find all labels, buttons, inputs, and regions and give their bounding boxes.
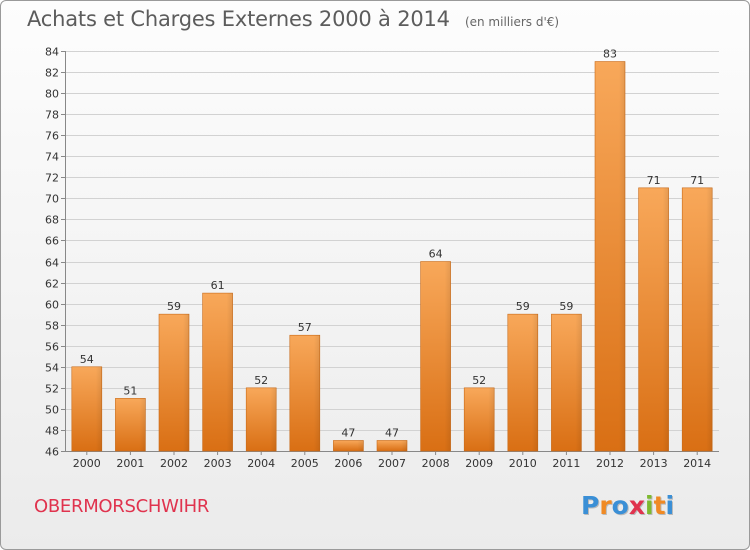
y-tick-label: 50 bbox=[45, 404, 59, 417]
y-tick-label: 54 bbox=[45, 362, 59, 375]
bar-value-label: 47 bbox=[341, 426, 355, 439]
bar-value-label: 59 bbox=[167, 300, 181, 313]
bar-shade bbox=[139, 398, 146, 451]
bar-shade bbox=[357, 440, 364, 451]
bars bbox=[71, 61, 713, 452]
bar-value-label: 47 bbox=[385, 426, 399, 439]
y-tick-label: 74 bbox=[45, 151, 59, 164]
logo-letter: x bbox=[628, 491, 645, 520]
y-tick-label: 84 bbox=[45, 46, 59, 59]
x-tick-label: 2013 bbox=[640, 457, 668, 470]
logo-letter: P bbox=[581, 491, 600, 520]
bar-shade bbox=[706, 187, 713, 451]
bar-value-label: 51 bbox=[123, 384, 137, 397]
bar-value-label: 59 bbox=[559, 300, 573, 313]
x-tick-label: 2004 bbox=[247, 457, 275, 470]
bar-shade bbox=[444, 261, 451, 451]
labels: 46 48 50 52 54 56 58 60 62 64 66 68 70 72 74 76 78 80 82 84… bbox=[45, 46, 711, 471]
y-tick-label: 62 bbox=[45, 278, 59, 291]
x-tick-label: 2002 bbox=[160, 457, 188, 470]
y-tick-label: 64 bbox=[45, 257, 59, 270]
x-tick-label: 2001 bbox=[116, 457, 144, 470]
bar-shade bbox=[619, 61, 625, 452]
x-tick-label: 2005 bbox=[291, 457, 319, 470]
y-tick-label: 52 bbox=[45, 383, 59, 396]
y-tick-label: 46 bbox=[45, 446, 59, 459]
y-tick-label: 70 bbox=[45, 193, 59, 206]
bar-value-label: 52 bbox=[254, 374, 268, 387]
y-tick-label: 68 bbox=[45, 214, 59, 227]
y-tick-label: 78 bbox=[45, 109, 59, 122]
bar-value-label: 64 bbox=[429, 248, 443, 261]
y-tick-label: 58 bbox=[45, 320, 59, 333]
bar-shade bbox=[401, 440, 407, 451]
logo-letter: o bbox=[611, 491, 629, 520]
proxiti-logo[interactable]: Proxiti bbox=[581, 491, 674, 520]
x-tick-label: 2006 bbox=[334, 457, 362, 470]
bar-shade bbox=[313, 335, 320, 451]
y-tick-label: 72 bbox=[45, 172, 59, 185]
logo-letter: i bbox=[665, 491, 675, 520]
chart-subtitle: (en milliers d'€) bbox=[464, 15, 560, 29]
x-tick-label: 2009 bbox=[465, 457, 493, 470]
y-tick-label: 60 bbox=[45, 299, 59, 312]
bar-value-label: 52 bbox=[472, 374, 486, 387]
x-tick-label: 2007 bbox=[378, 457, 406, 470]
bar-value-label: 54 bbox=[80, 353, 94, 366]
x-tick-label: 2010 bbox=[509, 457, 537, 470]
y-tick-label: 56 bbox=[45, 341, 59, 354]
y-tick-label: 66 bbox=[45, 235, 59, 248]
logo-letter: t bbox=[653, 491, 666, 520]
axes bbox=[61, 51, 719, 455]
x-tick-label: 2011 bbox=[552, 457, 580, 470]
bar-shade bbox=[95, 366, 102, 451]
x-tick-label: 2000 bbox=[73, 457, 101, 470]
bar-value-label: 61 bbox=[211, 279, 225, 292]
bar-shade bbox=[270, 387, 277, 451]
bar-shade bbox=[662, 187, 669, 451]
x-tick-label: 2012 bbox=[596, 457, 624, 470]
commune-name: OBERMORSCHWIHR bbox=[34, 496, 210, 517]
bar-shade bbox=[531, 314, 538, 451]
x-tick-label: 2003 bbox=[204, 457, 232, 470]
bar-shade bbox=[488, 387, 495, 451]
x-tick-label: 2008 bbox=[422, 457, 450, 470]
logo-letter: i bbox=[645, 491, 654, 520]
bar-value-label: 57 bbox=[298, 321, 312, 334]
bar-value-label: 83 bbox=[603, 48, 617, 61]
y-tick-label: 48 bbox=[45, 425, 59, 438]
chart-title: Achats et Charges Externes 2000 à 2014 bbox=[27, 7, 450, 31]
y-tick-label: 82 bbox=[45, 67, 59, 80]
title-row: Achats et Charges Externes 2000 à 2014 (… bbox=[27, 7, 559, 31]
x-tick-label: 2014 bbox=[683, 457, 711, 470]
bar-value-label: 59 bbox=[516, 300, 530, 313]
bar-value-label: 71 bbox=[690, 174, 704, 187]
bar-shade bbox=[183, 314, 189, 451]
y-tick-label: 76 bbox=[45, 130, 59, 143]
bar-shade bbox=[575, 314, 582, 451]
bar-shade bbox=[226, 293, 233, 451]
bar-value-label: 71 bbox=[647, 174, 661, 187]
y-tick-label: 80 bbox=[45, 88, 59, 101]
logo-letter: r bbox=[599, 491, 612, 520]
